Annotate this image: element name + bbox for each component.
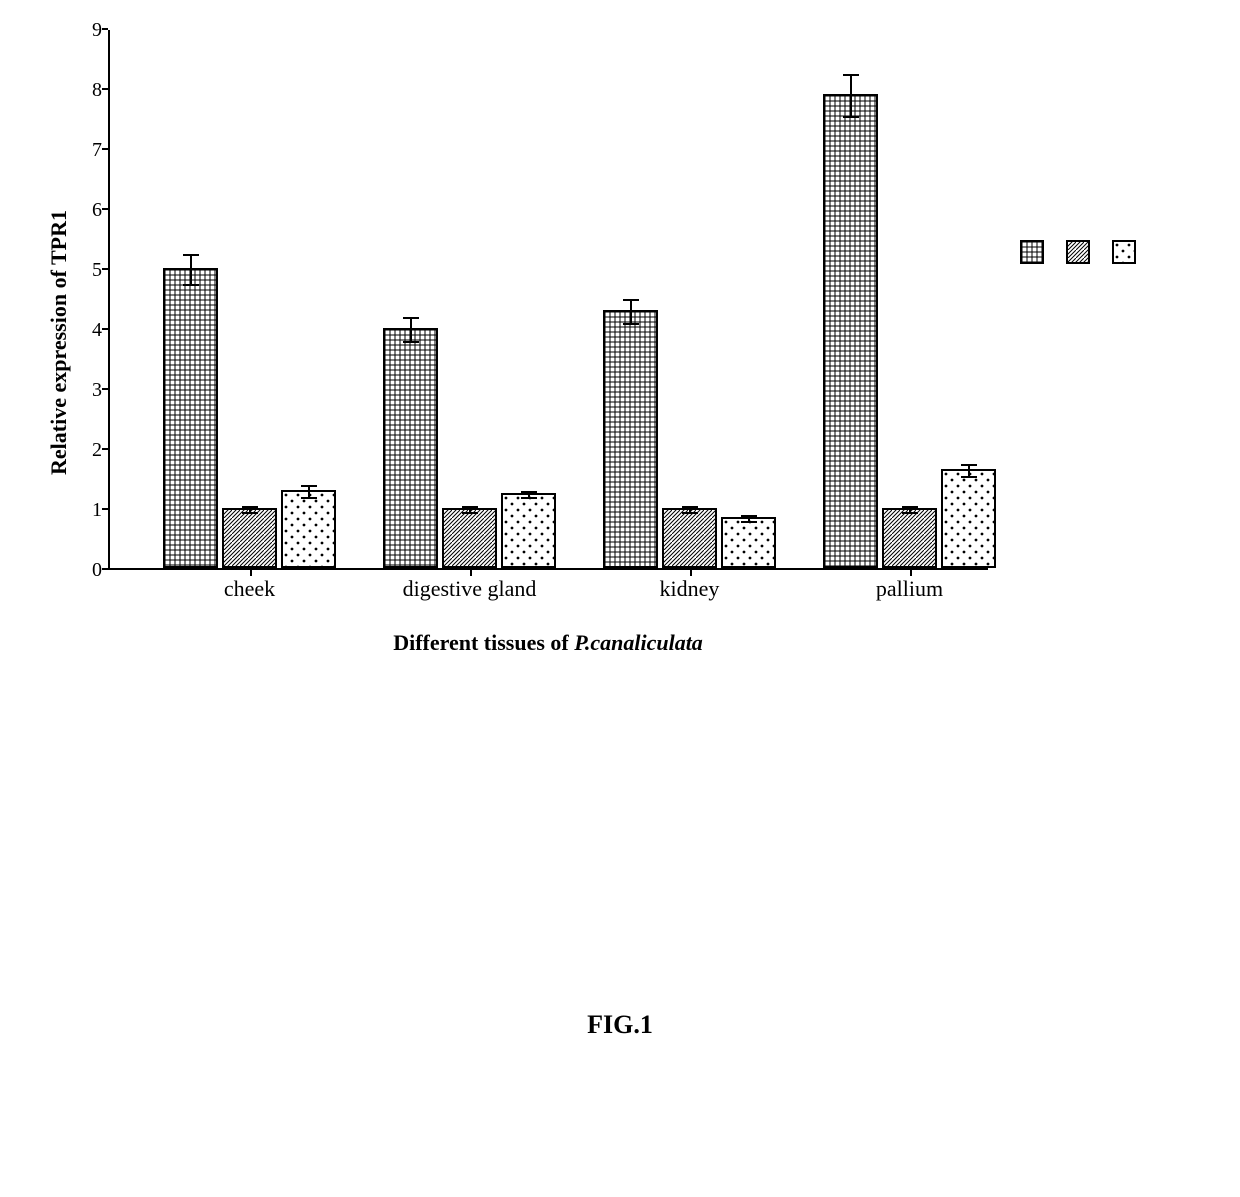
legend xyxy=(1020,240,1136,264)
legend-swatch xyxy=(1020,240,1044,264)
bar xyxy=(222,508,277,568)
x-tick-label: kidney xyxy=(660,576,720,602)
bar xyxy=(281,490,336,568)
bar xyxy=(163,268,218,568)
bar xyxy=(823,94,878,568)
bar xyxy=(721,517,776,568)
bar xyxy=(662,508,717,568)
plot-area xyxy=(108,30,988,570)
legend-swatch xyxy=(1112,240,1136,264)
y-axis-label: Relative expression of TPR1 xyxy=(40,30,72,656)
bar xyxy=(501,493,556,568)
chart-container: Relative expression of TPR1 9876543210 c… xyxy=(40,30,1200,656)
y-axis-ticks: 9876543210 xyxy=(72,30,108,570)
x-tick-label: digestive gland xyxy=(403,576,537,602)
bar xyxy=(442,508,497,568)
figure-caption: FIG.1 xyxy=(0,1010,1240,1040)
bar xyxy=(882,508,937,568)
x-tick-label: cheek xyxy=(224,576,275,602)
bar xyxy=(603,310,658,568)
x-tick-labels: cheek digestive gland kidney pallium xyxy=(108,570,988,620)
x-axis-label: Different tissues of P.canaliculata xyxy=(108,630,988,656)
x-tick-label: pallium xyxy=(876,576,943,602)
bar xyxy=(383,328,438,568)
bar xyxy=(941,469,996,568)
legend-swatch xyxy=(1066,240,1090,264)
